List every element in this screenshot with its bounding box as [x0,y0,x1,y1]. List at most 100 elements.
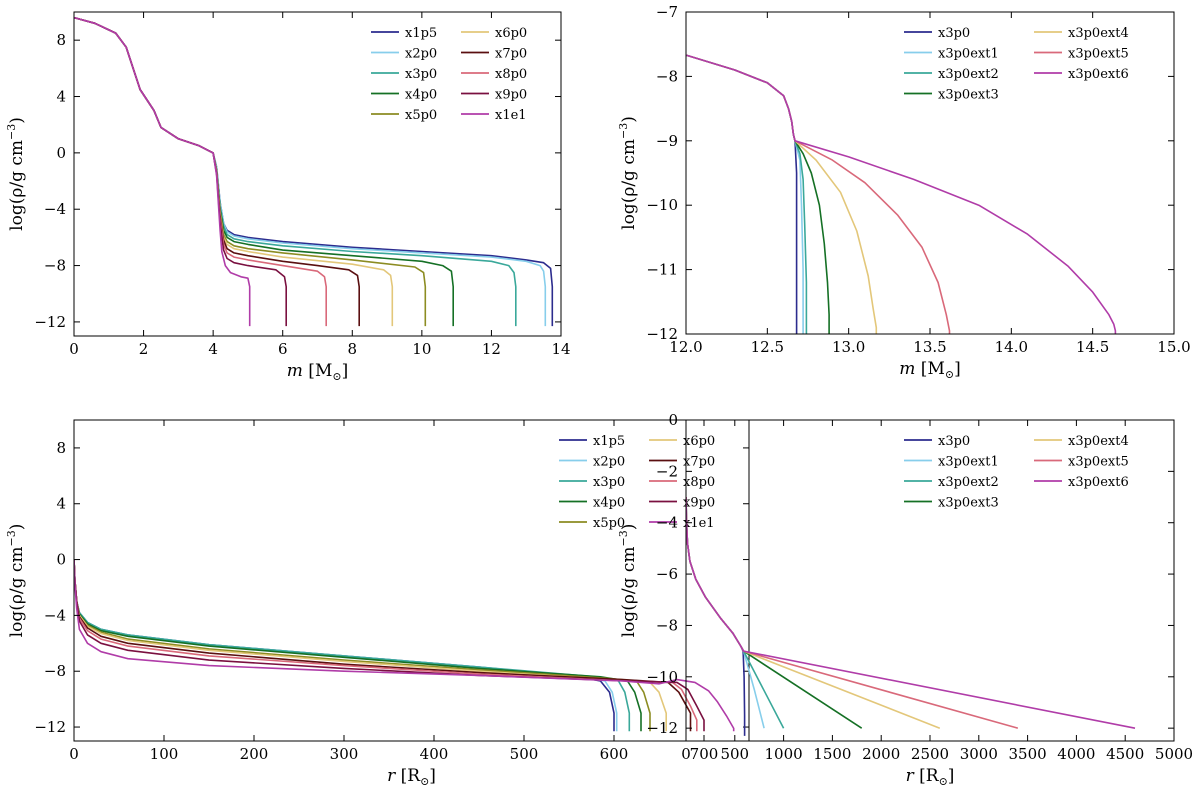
legend-label-x1e1: x1e1 [683,516,715,531]
series-group [686,54,1117,334]
legend-label-x3p0ext6: x3p0ext6 [1068,67,1129,82]
series-line-x3p0ext6 [686,54,1117,334]
x-tick-label: 5000 [1155,745,1193,763]
y-tick-label: −12 [34,718,66,736]
x-tick-label: 4000 [1057,745,1095,763]
y-tick-label: −12 [34,313,66,331]
legend-label-x1e1: x1e1 [495,108,527,123]
series-line-x3p0 [74,16,517,327]
x-tick-label: 200 [240,745,269,763]
axes-frame [73,419,750,742]
x-tick-label: 6 [278,340,288,358]
series-line-x1p5 [74,559,615,732]
x-tick-label: 2000 [862,745,900,763]
legend-label-x3p0: x3p0 [938,26,970,41]
legend-label-x6p0: x6p0 [495,26,527,41]
y-tick-label: 0 [56,551,66,569]
legend-label-x3p0: x3p0 [405,67,437,82]
series-line-x3p0 [686,54,798,334]
x-tick-label: 700 [690,745,719,763]
series-line-x3p0ext4 [686,496,941,729]
legend-label-x3p0: x3p0 [938,434,970,449]
x-tick-label: 2500 [911,745,949,763]
chart-panel-3: 0 100 200 300 400 500 600 700 −12 −8 −4 0 4 8 r [R⊙] lo… [5,419,750,788]
series-line-x3p0ext3 [686,54,830,334]
x-tick-label: 0 [69,745,79,763]
y-axis-label: log(ρ/g cm−3) [617,116,639,230]
series-group [686,496,1136,736]
series-line-x9p0 [74,559,705,732]
legend-label-x5p0: x5p0 [593,516,625,531]
series-line-x1p5 [74,16,554,327]
series-line-x1e1 [74,559,735,732]
legend-label-x3p0ext6: x3p0ext6 [1068,475,1129,490]
x-tick-label: 12.5 [751,338,784,356]
legend-label-x1p5: x1p5 [593,434,625,449]
y-tick-label: −10 [646,668,678,686]
series-line-x5p0 [74,559,651,732]
legend-label-x3p0ext5: x3p0ext5 [1068,47,1129,62]
y-tick-label: −4 [44,200,66,218]
legend-label-x5p0: x5p0 [405,108,437,123]
series-line-x2p0 [74,559,618,732]
x-tick-label: 1000 [765,745,803,763]
legend-label-x8p0: x8p0 [683,475,715,490]
x-tick-label: 15.0 [1157,338,1190,356]
series-line-x3p0ext6 [686,496,1136,729]
series-line-x3p0ext3 [686,496,863,729]
y-axis-label: log(ρ/g cm−3) [5,117,27,231]
series-line-x8p0 [74,16,328,327]
series-line-x4p0 [74,559,642,732]
legend-label-x2p0: x2p0 [593,455,625,470]
y-tick-label: −4 [656,514,678,532]
series-line-x3p0ext2 [686,54,808,334]
x-tick-label: 14.0 [995,338,1028,356]
series-line-x1e1 [74,16,251,327]
legend-label-x9p0: x9p0 [683,496,715,511]
y-tick-label: 8 [56,31,66,49]
chart-panel-2: 12.0 12.5 13.0 13.5 14.0 14.5 15.0 −12 −11 −10 −9 −… [617,3,1191,381]
series-line-x3p0ext1 [686,496,765,729]
x-tick-label: 8 [348,340,358,358]
y-tick-label: −8 [656,616,678,634]
series-line-x9p0 [74,16,288,327]
series-line-x3p0ext5 [686,54,951,334]
y-tick-label: −12 [646,719,678,737]
x-tick-label: 12.0 [669,338,702,356]
x-tick-label: 14.5 [1076,338,1109,356]
legend: x1p5 x2p0 x3p0 x4p0 x5p0 x6p0 x7p0 x8p0 x9p0 x1e1 [371,26,527,123]
x-tick-label: 600 [600,745,629,763]
series-line-x2p0 [74,16,547,327]
y-tick-label: −11 [646,261,678,279]
legend-label-x3p0: x3p0 [593,475,625,490]
x-tick-label: 0 [681,745,691,763]
axes-frame [73,11,562,337]
x-tick-label: 4 [208,340,218,358]
legend-label-x3p0ext5: x3p0ext5 [1068,455,1129,470]
legend-label-x3p0ext3: x3p0ext3 [938,88,999,103]
series-group [74,16,554,327]
series-line-x3p0ext2 [686,496,785,729]
legend: x1p5 x2p0 x3p0 x4p0 x5p0 x6p0 x7p0 x8p0 x9p0 x1e1 [559,434,715,531]
x-tick-label: 3500 [1009,745,1047,763]
series-line-x3p0ext1 [686,54,804,334]
x-tick-label: 13.0 [832,338,865,356]
x-tick-label: 500 [720,745,749,763]
legend: x3p0 x3p0ext1 x3p0ext2 x3p0ext3 x3p0ext4 x3p0… [904,434,1129,511]
y-axis-label: log(ρ/g cm−3) [617,524,639,638]
legend-label-x3p0ext1: x3p0ext1 [938,455,999,470]
legend-label-x9p0: x9p0 [495,88,527,103]
x-axis-label: m [M⊙] [899,359,960,381]
y-tick-label: −2 [656,462,678,480]
y-tick-label: 4 [56,495,66,513]
legend-label-x4p0: x4p0 [593,496,625,511]
x-tick-label: 4500 [1106,745,1144,763]
x-tick-label: 100 [150,745,179,763]
y-axis-label: log(ρ/g cm−3) [5,524,27,638]
y-tick-label: −10 [646,196,678,214]
x-tick-label: 13.5 [913,338,946,356]
legend-label-x7p0: x7p0 [495,47,527,62]
x-tick-label: 3000 [960,745,998,763]
x-tick-label: 14 [551,340,570,358]
